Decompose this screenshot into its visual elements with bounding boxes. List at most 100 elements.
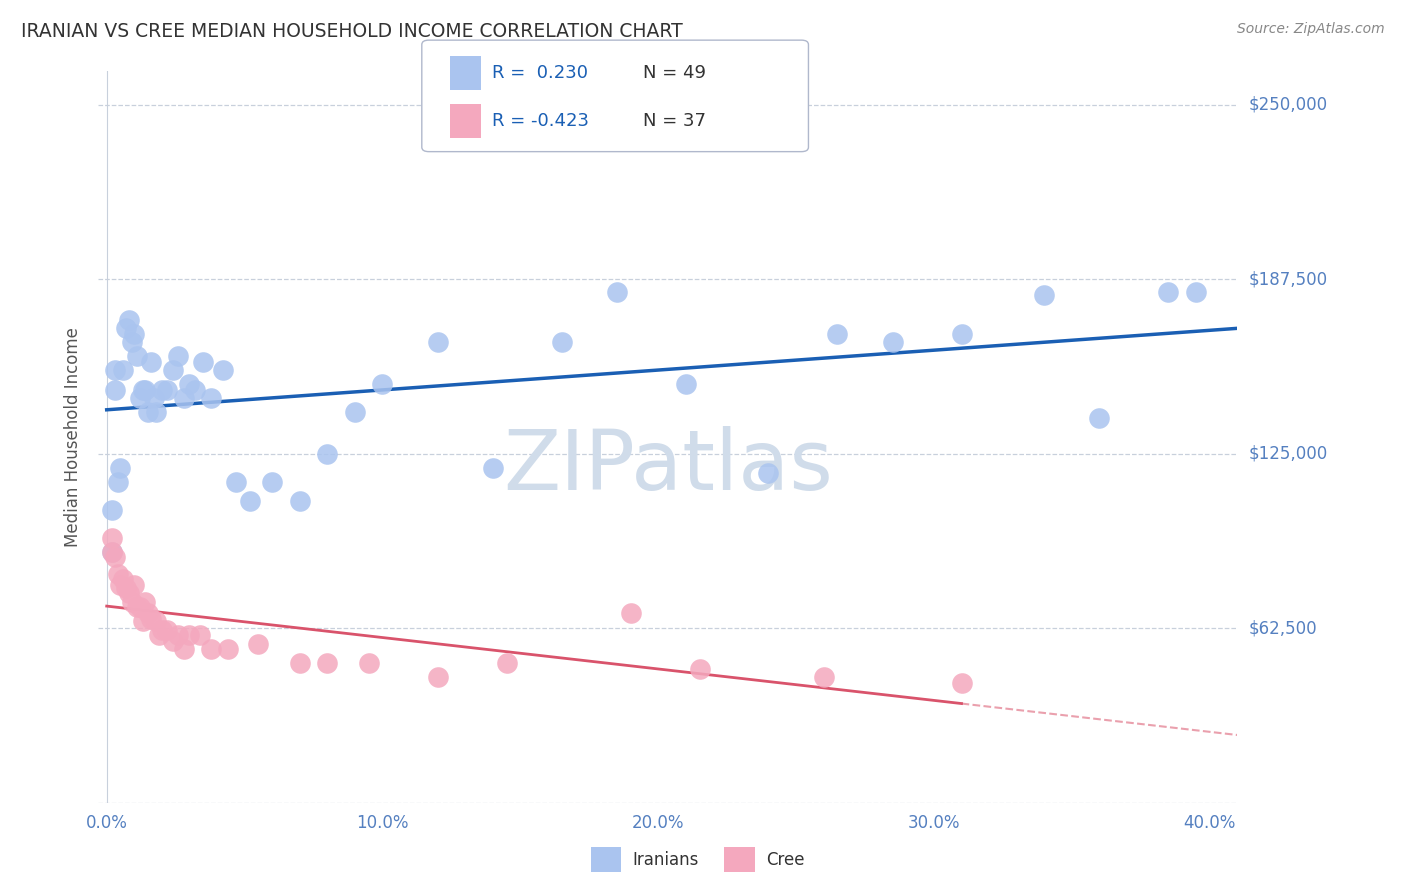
Point — [882, 335, 904, 350]
Point — [316, 657, 339, 671]
Point — [1157, 285, 1180, 299]
Point — [148, 628, 170, 642]
Point — [150, 383, 173, 397]
Point — [495, 657, 517, 671]
Point — [481, 460, 503, 475]
Point — [190, 628, 212, 642]
Point — [139, 611, 162, 625]
Point — [288, 494, 311, 508]
Point — [316, 447, 339, 461]
Point — [179, 377, 201, 392]
Point — [121, 595, 143, 609]
Point — [139, 354, 162, 368]
Point — [101, 544, 124, 558]
Text: ZIPatlas: ZIPatlas — [503, 425, 832, 507]
Point — [217, 642, 239, 657]
Point — [262, 475, 284, 489]
Point — [1033, 287, 1056, 301]
Point — [426, 670, 449, 684]
Text: N = 37: N = 37 — [643, 112, 706, 130]
Point — [239, 494, 262, 508]
Point — [179, 628, 201, 642]
Point — [110, 578, 132, 592]
Point — [162, 363, 184, 377]
Point — [950, 326, 973, 341]
Point — [173, 642, 195, 657]
Y-axis label: Median Household Income: Median Household Income — [65, 327, 83, 547]
Point — [101, 544, 124, 558]
Point — [827, 326, 849, 341]
Point — [1088, 410, 1111, 425]
Point — [142, 391, 165, 405]
Point — [134, 383, 156, 397]
Point — [104, 550, 127, 565]
Text: Iranians: Iranians — [633, 851, 699, 869]
Point — [813, 670, 835, 684]
Point — [550, 335, 572, 350]
Point — [136, 405, 159, 419]
Point — [426, 335, 449, 350]
Point — [156, 623, 179, 637]
Text: Source: ZipAtlas.com: Source: ZipAtlas.com — [1237, 22, 1385, 37]
Point — [118, 313, 141, 327]
Point — [145, 405, 167, 419]
Text: IRANIAN VS CREE MEDIAN HOUSEHOLD INCOME CORRELATION CHART: IRANIAN VS CREE MEDIAN HOUSEHOLD INCOME … — [21, 22, 683, 41]
Point — [104, 363, 127, 377]
Text: $62,500: $62,500 — [1249, 619, 1317, 637]
Point — [167, 349, 190, 363]
Point — [193, 354, 215, 368]
Point — [156, 383, 179, 397]
Point — [136, 606, 159, 620]
Point — [128, 600, 150, 615]
Point — [225, 475, 247, 489]
Point — [118, 586, 141, 600]
Point — [343, 405, 366, 419]
Point — [115, 321, 138, 335]
Point — [122, 578, 145, 592]
Point — [101, 531, 124, 545]
Point — [134, 595, 156, 609]
Text: Cree: Cree — [766, 851, 804, 869]
Point — [107, 475, 129, 489]
Point — [184, 383, 207, 397]
Point — [104, 383, 127, 397]
Point — [606, 285, 628, 299]
Text: $187,500: $187,500 — [1249, 270, 1327, 288]
Point — [211, 363, 233, 377]
Point — [162, 633, 184, 648]
Point — [125, 349, 148, 363]
Point — [101, 502, 124, 516]
Point — [128, 391, 150, 405]
Text: N = 49: N = 49 — [643, 64, 706, 82]
Point — [131, 383, 153, 397]
Point — [125, 600, 148, 615]
Point — [675, 377, 697, 392]
Point — [758, 467, 780, 481]
Text: R = -0.423: R = -0.423 — [492, 112, 589, 130]
Text: R =  0.230: R = 0.230 — [492, 64, 588, 82]
Point — [200, 391, 222, 405]
Point — [173, 391, 195, 405]
Point — [288, 657, 311, 671]
Point — [131, 615, 153, 629]
Text: $250,000: $250,000 — [1249, 95, 1327, 114]
Point — [371, 377, 394, 392]
Point — [115, 581, 138, 595]
Point — [112, 573, 135, 587]
Point — [167, 628, 190, 642]
Text: $125,000: $125,000 — [1249, 445, 1327, 463]
Point — [121, 335, 143, 350]
Point — [200, 642, 222, 657]
Point — [107, 566, 129, 581]
Point — [112, 363, 135, 377]
Point — [145, 615, 167, 629]
Point — [620, 606, 643, 620]
Point — [247, 637, 270, 651]
Point — [1185, 285, 1208, 299]
Point — [110, 460, 132, 475]
Point — [950, 675, 973, 690]
Point — [357, 657, 380, 671]
Point — [689, 662, 711, 676]
Point — [150, 623, 173, 637]
Point — [122, 326, 145, 341]
